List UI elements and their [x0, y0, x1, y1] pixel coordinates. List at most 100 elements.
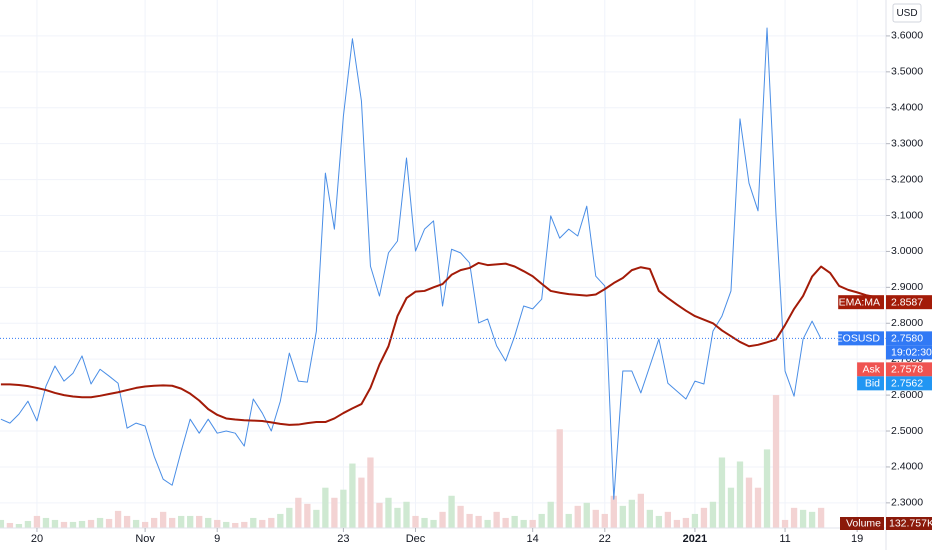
volume-bars: [0, 395, 825, 528]
volume-bar: [565, 513, 572, 528]
label-name-box: [857, 362, 884, 377]
volume-bar: [87, 519, 95, 528]
volume-bar: [709, 501, 717, 528]
volume-bar: [385, 497, 392, 528]
axes: 2.30002.40002.50002.60002.70002.80002.90…: [31, 30, 923, 545]
volume-value: 132.757K: [889, 517, 932, 529]
volume-bar: [610, 495, 617, 528]
x-tick-label: 9: [214, 533, 220, 545]
y-tick-label: 2.9000: [891, 281, 923, 293]
y-tick-label: 2.4000: [891, 461, 923, 473]
volume-bar: [556, 429, 563, 528]
x-tick-label: 22: [599, 533, 611, 545]
volume-bar: [196, 515, 203, 528]
volume-bar: [250, 517, 257, 528]
volume-bar: [223, 521, 230, 528]
volume-bar: [33, 515, 41, 528]
label-name: Bid: [865, 378, 880, 390]
y-tick-label: 3.5000: [891, 66, 923, 78]
volume-bar: [592, 509, 599, 528]
volume-bar: [475, 515, 482, 528]
volume-bar: [24, 520, 32, 528]
volume-bar: [394, 507, 401, 528]
label-value-box: [886, 362, 932, 377]
label-value-box: [886, 295, 932, 310]
volume-bar: [123, 515, 131, 528]
x-tick-label: 20: [31, 533, 43, 545]
volume-bar: [268, 517, 275, 528]
y-tick-label: 2.3000: [891, 497, 923, 509]
label-name-box: [838, 331, 884, 346]
currency-box[interactable]: [892, 3, 922, 23]
volume-bar: [96, 517, 104, 528]
volume-bar: [295, 497, 302, 528]
volume-bar: [349, 463, 356, 528]
volume-bar: [15, 523, 23, 528]
price-labels: EMA:MA 2.8587 EOSUSD 2.7580 19:02:30 Ask 2.757…: [836, 295, 932, 530]
volume-bar: [700, 507, 708, 528]
volume-bar: [781, 519, 789, 528]
label-value-box: [886, 376, 932, 391]
volume-bar: [78, 520, 86, 528]
volume-bar: [664, 511, 672, 528]
volume-bar: [6, 522, 14, 528]
volume-bar: [673, 519, 681, 528]
volume-bar: [808, 511, 816, 528]
volume-bar: [574, 505, 581, 528]
volume-bar: [529, 519, 536, 528]
volume-bar: [799, 509, 807, 528]
volume-bar: [790, 507, 798, 528]
volume-bar: [763, 449, 771, 528]
volume-bar: [51, 519, 59, 528]
volume-bar: [232, 522, 239, 528]
x-tick-label: 11: [779, 533, 790, 545]
currency: USD: [896, 8, 917, 19]
volume-bar: [421, 517, 428, 528]
volume-bar: [646, 509, 654, 528]
volume-bar: [538, 513, 545, 528]
countdown-box: [886, 345, 932, 360]
volume-bar: [187, 515, 194, 528]
volume-bar: [412, 515, 419, 528]
label-name: Ask: [862, 364, 880, 376]
grid: [0, 0, 886, 528]
volume-bar: [322, 487, 329, 528]
lines: [0, 27, 886, 500]
volume-bar: [114, 510, 122, 528]
volume-bar: [178, 515, 185, 528]
volume-bar: [655, 515, 663, 528]
label-value: 2.7578: [891, 364, 923, 376]
label-value: 2.8587: [891, 296, 923, 308]
volume-bar: [583, 502, 590, 528]
label-value: 2.7562: [891, 378, 923, 390]
volume-bar: [277, 513, 284, 528]
label-value-box: [886, 331, 932, 346]
volume-bar: [358, 477, 365, 528]
volume-bar: [682, 517, 690, 528]
volume-bar: [340, 489, 347, 528]
volume-name-box: [840, 517, 884, 530]
label-name: EOSUSD: [836, 333, 881, 345]
y-tick-label: 3.3000: [891, 137, 923, 149]
volume-bar: [132, 519, 140, 528]
volume-bar: [817, 507, 825, 528]
volume-bar: [214, 519, 221, 528]
volume-bar: [259, 519, 266, 528]
volume-bar: [547, 501, 554, 528]
volume-bar: [520, 519, 527, 528]
volume-bar: [0, 519, 5, 528]
volume-bar: [745, 477, 753, 528]
volume-bar: [205, 517, 212, 528]
y-tick-label: 3.2000: [891, 173, 923, 185]
volume-bar: [637, 493, 644, 528]
volume-bar: [484, 519, 491, 528]
y-tick-label: 3.1000: [891, 209, 923, 221]
label-name-box: [838, 295, 884, 310]
volume-bar: [286, 507, 293, 528]
volume-bar: [502, 517, 509, 528]
volume-bar: [493, 511, 500, 528]
volume-bar: [628, 499, 635, 528]
volume-name: Volume: [846, 517, 881, 529]
